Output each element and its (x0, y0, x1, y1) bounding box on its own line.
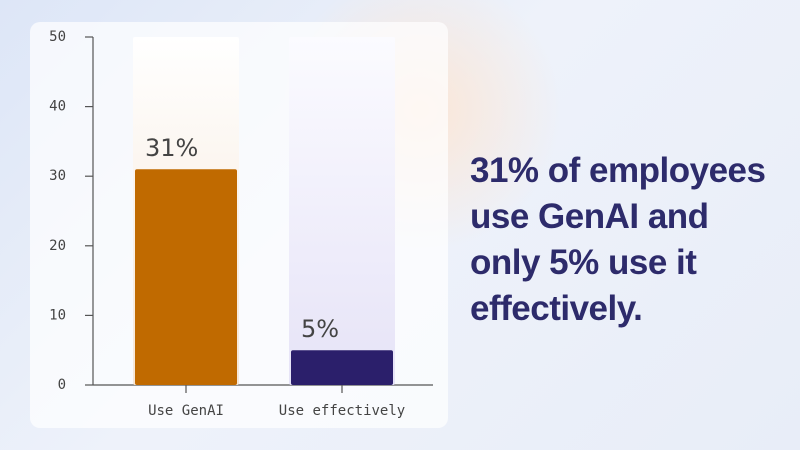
x-tick-label: Use effectively (279, 403, 405, 419)
y-tick-label: 40 (49, 99, 66, 115)
x-tick-label: Use GenAI (148, 403, 224, 419)
bar-background (289, 37, 395, 385)
bar (291, 350, 393, 385)
y-tick-label: 20 (49, 238, 66, 254)
value-label: 31% (145, 134, 198, 162)
y-tick-label: 10 (49, 307, 66, 323)
y-tick-label: 50 (49, 29, 66, 45)
y-tick-label: 30 (49, 168, 66, 184)
value-label: 5% (301, 315, 339, 343)
chart: 0 10 20 30 40 50 31% Use GenAI 5% Use effectively (49, 29, 433, 419)
headline: 31% of employees use GenAI and only 5% u… (470, 151, 766, 328)
y-tick-label: 0 (58, 377, 66, 393)
bar (135, 169, 237, 385)
